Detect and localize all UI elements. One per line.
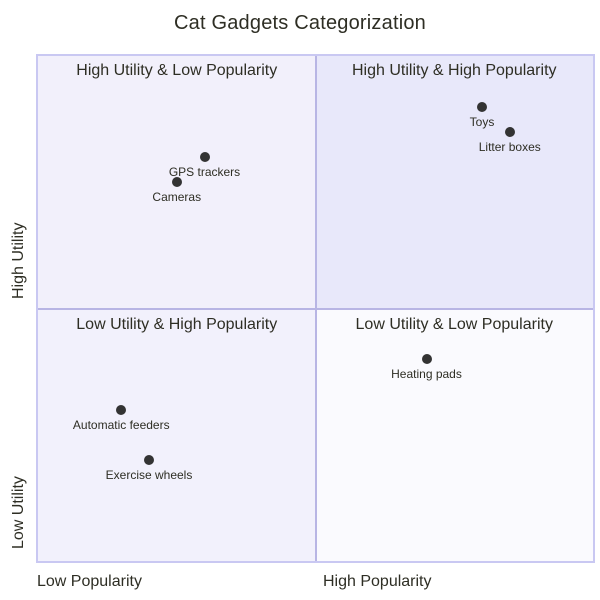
page-title: Cat Gadgets Categorization <box>173 12 426 34</box>
point-label-gps-trackers: GPS trackers <box>168 165 241 179</box>
x-axis-label-high-popularity: High Popularity <box>323 573 432 590</box>
point-dot-heating-pads <box>421 354 432 364</box>
quadrant-top-right-fill <box>315 56 593 309</box>
quadrant-label-bottom-left: Low Utility & High Popularity <box>76 315 278 333</box>
quadrant-label-top-left: High Utility & Low Popularity <box>76 62 278 79</box>
point-label-heating-pads: Heating pads <box>391 367 462 381</box>
point-dot-exercise-wheels <box>144 455 154 465</box>
y-axis-label-low-utility: Low Utility <box>10 476 27 549</box>
quadrant-horizontal-divider <box>38 307 593 310</box>
point-label-automatic-feeders: Automatic feeders <box>72 417 170 432</box>
point-dot-gps-trackers <box>199 152 210 162</box>
quadrant-bottom-left-fill <box>38 308 316 561</box>
point-dot-litter-boxes <box>504 126 515 137</box>
point-label-cameras: Cameras <box>152 190 202 205</box>
point-label-exercise-wheels: Exercise wheels <box>105 468 193 482</box>
quadrant-label-top-right: High Utility & High Popularity <box>351 62 557 79</box>
point-label-toys: Toys <box>469 114 495 129</box>
y-axis-label-high-utility: High Utility <box>10 222 27 299</box>
point-dot-toys <box>477 101 487 112</box>
point-dot-automatic-feeders <box>116 404 127 415</box>
point-dot-cameras <box>171 177 182 188</box>
quadrant-chart-area: High Utility & Low Popularity High Utili… <box>36 54 595 563</box>
quadrant-label-bottom-right: Low Utility & Low Popularity <box>355 315 553 333</box>
quadrant-bottom-right-fill <box>315 308 593 561</box>
x-axis-label-low-popularity: Low Popularity <box>37 573 142 590</box>
point-label-litter-boxes: Litter boxes <box>478 139 541 154</box>
